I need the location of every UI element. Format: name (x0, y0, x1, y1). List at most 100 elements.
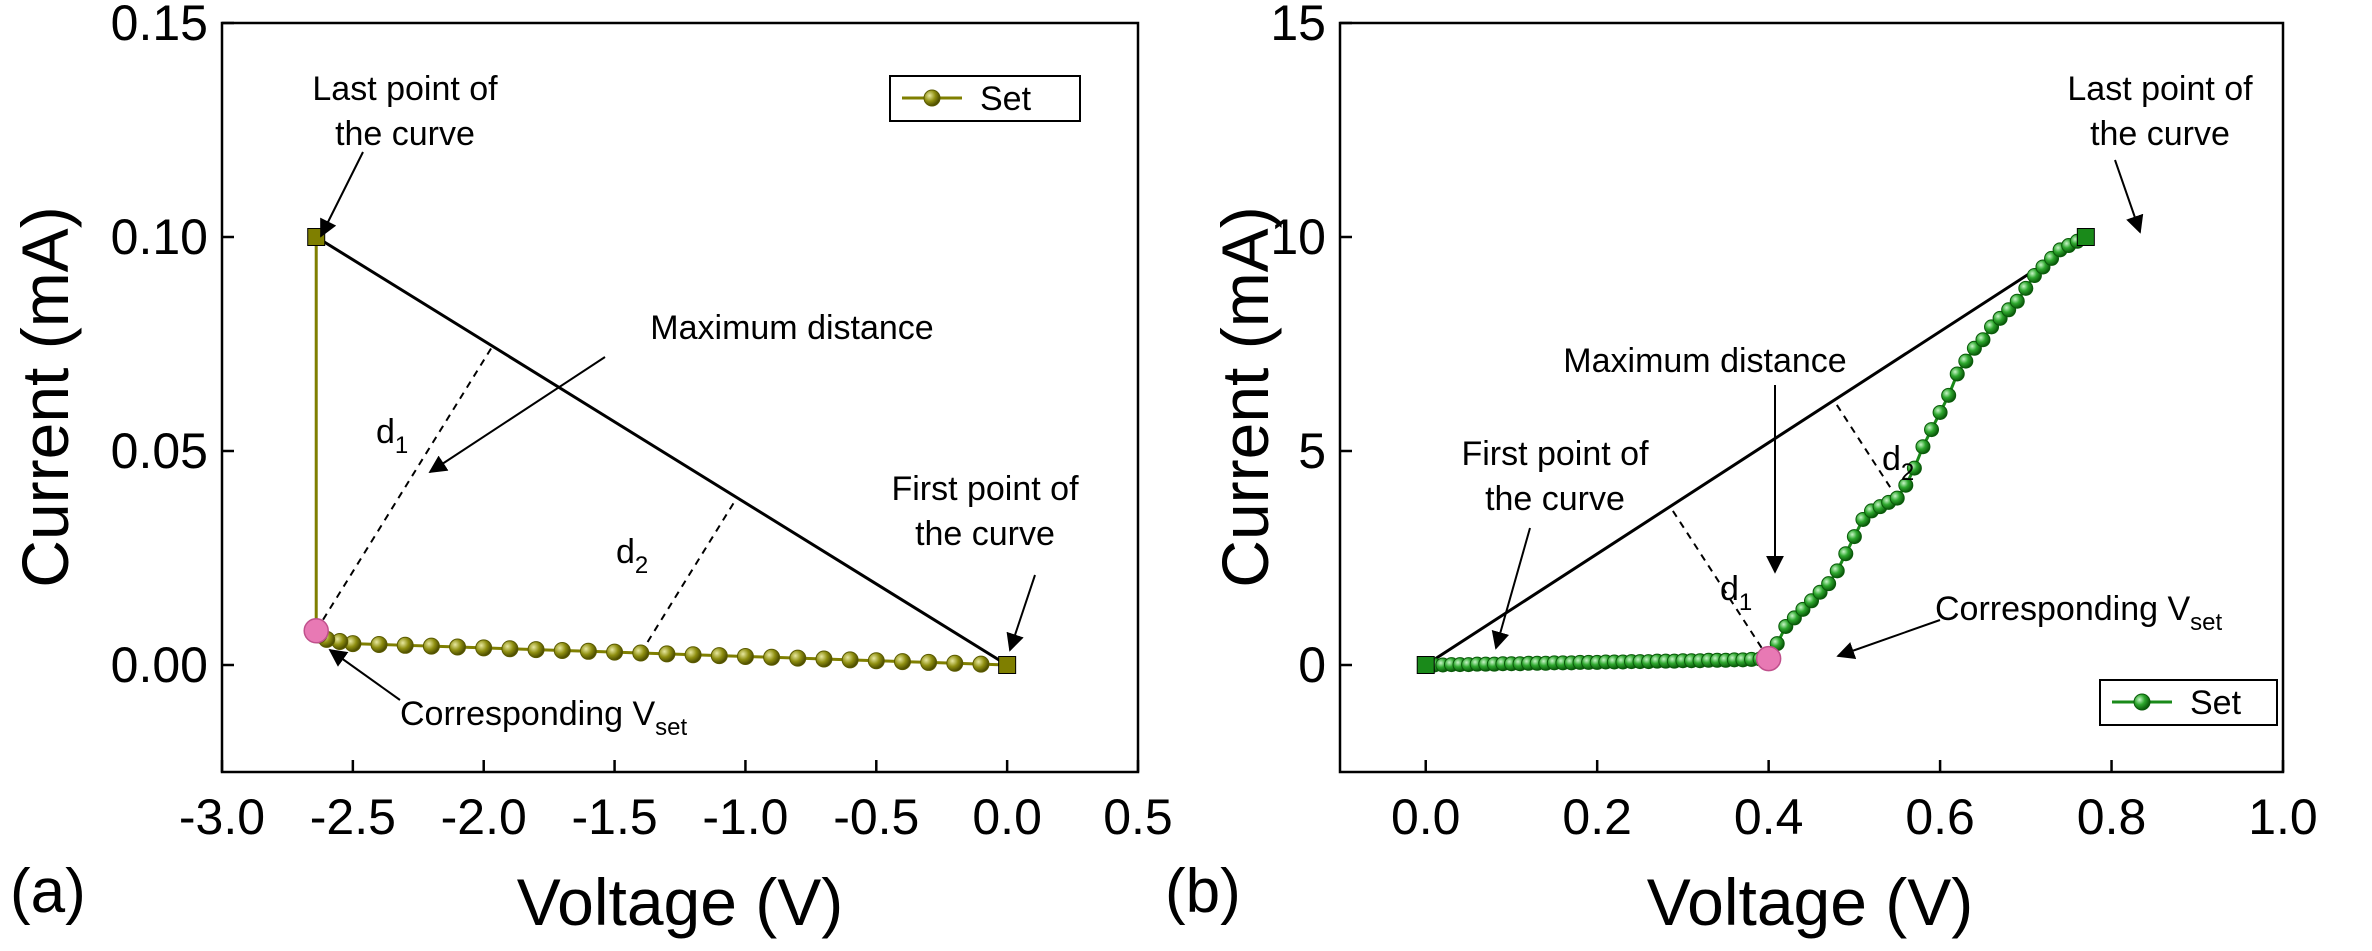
panel-b-first-point-marker (1416, 656, 1435, 674)
panel-a-vset-main: Corresponding V (400, 695, 655, 733)
panel-b-data-point (1838, 546, 1854, 562)
panel-b-ticks: 0.0 0.2 0.4 0.6 0.8 1.0 0 5 10 15 (1270, 0, 2317, 845)
panel-a-x-tick-label: -2.5 (310, 789, 396, 845)
panel-b-vset-marker (1755, 645, 1782, 672)
panel-b-data-point (1821, 576, 1837, 592)
panel-b-y-tick-label: 10 (1270, 209, 1326, 265)
panel-b-data-point (1889, 490, 1905, 506)
panel-a-legend-label: Set (980, 80, 1032, 118)
panel-a-first-point-marker (998, 656, 1017, 674)
panel-a-data-point (527, 641, 545, 659)
panel-a-y-axis-label: Current (mA) (8, 206, 82, 587)
panel-b-d2-label: d2 (1882, 440, 1914, 486)
panel-b-first-point-label-line2: the curve (1485, 480, 1625, 518)
panel-b-x-axis-label: Voltage (V) (1647, 865, 1974, 939)
panel-a-d2-main: d (616, 533, 635, 571)
panel-a-x-tick-label: -2.0 (441, 789, 527, 845)
panel-b-x-tick-label: 0.6 (1905, 789, 1975, 845)
panel-b-y-axis-label: Current (mA) (1208, 206, 1282, 587)
panel-b-x-tick-label: 0.4 (1734, 789, 1804, 845)
panel-b-x-tick-label: 0.0 (1391, 789, 1461, 845)
panel-b-d2-sub: 2 (1901, 459, 1914, 486)
panel-b: 0.0 0.2 0.4 0.6 0.8 1.0 0 5 10 15 (b) Voltage (V)… (1165, 0, 2318, 939)
panel-a-plot-frame (220, 21, 1140, 774)
panel-a-data-point (972, 655, 990, 673)
panel-a-d1-main: d (376, 413, 395, 451)
panel-b-data-point (1846, 529, 1862, 545)
panel-a-data-point (893, 653, 911, 671)
panel-a-data-point (449, 638, 467, 656)
panel-b-d1-dashed-line (1669, 506, 1770, 660)
panel-a-data-point (736, 647, 754, 665)
panel-b-plot-frame (1338, 21, 2285, 774)
panel-a-last-point-marker (307, 228, 326, 246)
panel-a-data-point (501, 640, 519, 658)
panel-a-max-distance-label: Maximum distance (650, 309, 933, 347)
panel-b-last-point-marker (2076, 228, 2095, 246)
panel-b-data-layer (1416, 228, 2095, 674)
panel-a-x-tick-label: -1.5 (571, 789, 657, 845)
panel-a-last-point-label-line1: Last point of (312, 70, 498, 108)
panel-a-y-tick-label: 0.10 (111, 209, 208, 265)
panel-b-vset-label: Corresponding Vset (1935, 590, 2223, 636)
panel-a-vset-sub: set (655, 714, 687, 741)
panel-a-first-point-arrow (1006, 574, 1036, 652)
panel-a-last-point-arrow (320, 151, 364, 238)
panel-b-y-tick-label: 0 (1298, 637, 1326, 693)
panel-b-data-point (1829, 563, 1845, 579)
panel-a-d1-sub: 1 (395, 432, 408, 459)
panel-b-d2-dashed-line (1833, 399, 1899, 499)
panel-a-data-point (553, 641, 571, 659)
panel-a-data-point (606, 643, 624, 661)
panel-a-data-layer (303, 228, 1017, 674)
panel-b-vset-sub: set (2190, 609, 2222, 636)
panel-a-data-point (475, 639, 493, 657)
panel-b-last-point-label-line2: the curve (2090, 115, 2230, 153)
panel-a-x-tick-label: -0.5 (833, 789, 919, 845)
panel-a-vset-label: Corresponding Vset (400, 695, 688, 741)
panel-b-data-point (1924, 422, 1940, 438)
panel-a-first-point-label-line1: First point of (891, 470, 1079, 508)
panel-b-data-point (1958, 353, 1974, 369)
panel-b-y-tick-label: 15 (1270, 0, 1326, 51)
panel-a-last-point-label-line2: the curve (335, 115, 475, 153)
panel-b-data-point (1949, 366, 1965, 382)
panel-a-y-tick-label: 0.15 (111, 0, 208, 51)
panel-b-legend-label: Set (2190, 684, 2242, 722)
panel-a-data-point (789, 649, 807, 667)
panel-a-y-tick-label: 0.05 (111, 423, 208, 479)
panel-a-x-tick-label: -1.0 (702, 789, 788, 845)
panel-b-last-point-arrow (2114, 159, 2144, 234)
panel-b-vset-main: Corresponding V (1935, 590, 2190, 628)
panel-b-x-tick-label: 0.2 (1562, 789, 1632, 845)
panel-a-data-point (841, 651, 859, 669)
panel-b-data-point (1915, 439, 1931, 455)
panel-a-d2-sub: 2 (635, 552, 648, 579)
panel-a-data-point (684, 646, 702, 664)
panel-a-data-point (920, 653, 938, 671)
panel-a-label: (a) (10, 857, 86, 926)
panel-a-data-point (658, 645, 676, 663)
panel-a-legend-marker (923, 89, 941, 107)
panel-b-data-point (1898, 477, 1914, 493)
panel-b-legend: Set (2099, 679, 2278, 726)
panel-b-x-tick-label: 0.8 (2077, 789, 2147, 845)
panel-b-d2-main: d (1882, 440, 1901, 478)
panel-a-data-point (946, 654, 964, 672)
panel-a-d1-dashed-line (315, 345, 494, 632)
panel-b-data-point (2009, 293, 2025, 309)
panel-a-data-point (867, 652, 885, 670)
panel-b-first-point-arrow (1491, 527, 1531, 650)
panel-a-x-axis-label: Voltage (V) (517, 865, 844, 939)
panel-b-data-point (1932, 404, 1948, 420)
panel-b-d1-sub: 1 (1739, 589, 1752, 616)
panel-a-chord-line (315, 235, 1008, 667)
panel-a-data-point (632, 644, 650, 662)
panel-a-data-point (815, 650, 833, 668)
panel-a-data-point (763, 648, 781, 666)
panel-b-data-point (1941, 387, 1957, 403)
panel-a-legend: Set (889, 75, 1081, 122)
panel-a-x-tick-label: 0.5 (1103, 789, 1173, 845)
panel-b-max-distance-label: Maximum distance (1563, 342, 1846, 380)
